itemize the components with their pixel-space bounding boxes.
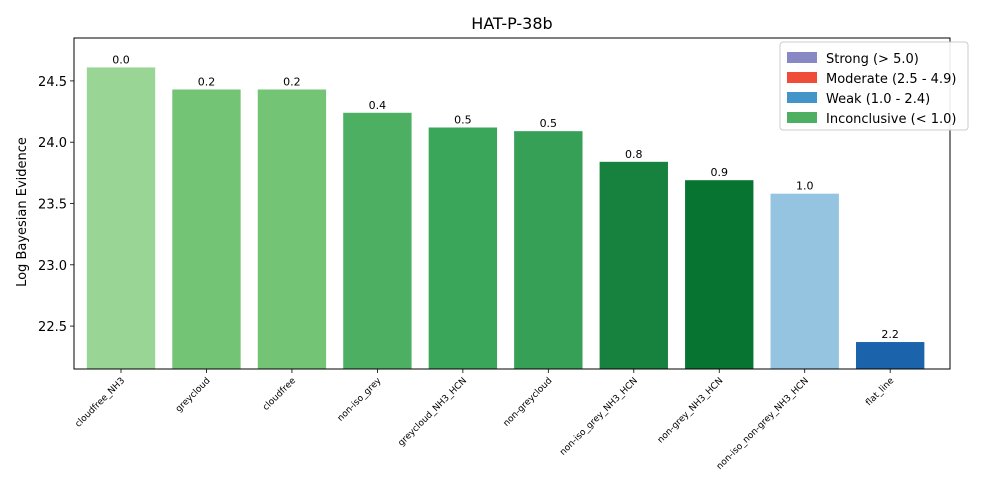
- bar-value-label: 2.2: [881, 328, 899, 341]
- bar-value-label: 0.8: [625, 148, 643, 161]
- legend-swatch: [787, 52, 817, 63]
- bar: [257, 89, 327, 369]
- legend-label: Strong (> 5.0): [826, 52, 919, 67]
- chart-title: HAT-P-38b: [471, 14, 552, 33]
- bar-labels-group: 0.0 0.2 0.2 0.4 0.5 0.5 0.8 0.9 1.0 2.2: [112, 53, 899, 341]
- legend-label: Moderate (2.5 - 4.9): [826, 72, 956, 87]
- x-tick-label: non-iso_grey: [336, 376, 384, 424]
- y-tick-label: 23.5: [38, 198, 67, 213]
- bar: [685, 180, 754, 369]
- bar: [855, 342, 925, 369]
- bar-value-label: 1.0: [796, 180, 814, 193]
- y-tick-label: 22.5: [38, 320, 67, 335]
- y-tick-label: 23.0: [38, 259, 67, 274]
- bar-value-label: 0.2: [283, 75, 301, 88]
- x-tick-label: cloudfree_NH3: [73, 376, 127, 430]
- x-tick-label: non-iso_grey_NH3_HCN: [558, 376, 640, 458]
- x-tick-label: non-grey_NH3_HCN: [656, 376, 725, 445]
- bar-value-label: 0.5: [454, 113, 472, 126]
- legend-swatch: [787, 112, 817, 123]
- legend-swatch: [787, 92, 817, 103]
- bar: [172, 89, 241, 369]
- x-tick-label: greycloud_NH3_HCN: [397, 376, 469, 448]
- bar-value-label: 0.4: [369, 99, 387, 112]
- x-tick-label: flat_line: [864, 376, 896, 408]
- bar-value-label: 0.2: [198, 75, 216, 88]
- bar: [599, 161, 668, 369]
- y-tick-label: 24.0: [38, 136, 67, 151]
- y-tick-label: 24.5: [38, 75, 67, 90]
- x-tick-label: non-greycloud: [502, 376, 555, 429]
- x-tick-label: non-iso_non-grey_NH3_HCN: [715, 376, 811, 472]
- bar: [770, 193, 839, 369]
- bar: [428, 127, 498, 370]
- legend-box: [779, 41, 969, 131]
- bar-value-label: 0.9: [710, 166, 728, 179]
- legend-swatch: [787, 72, 817, 83]
- y-axis-label: Log Bayesian Evidence: [15, 137, 30, 287]
- plot-frame: [73, 37, 951, 370]
- bar-value-label: 0.0: [112, 53, 130, 66]
- bar: [514, 131, 583, 369]
- legend-label: Weak (1.0 - 2.4): [826, 92, 930, 107]
- bar: [86, 67, 156, 369]
- bar-value-label: 0.5: [540, 117, 558, 130]
- bars-group: [86, 67, 925, 370]
- bar: [343, 112, 412, 369]
- legend: Strong (> 5.0) Moderate (2.5 - 4.9) Weak (…: [779, 41, 969, 131]
- x-tick-label: cloudfree: [261, 376, 298, 413]
- x-tick-label: greycloud: [174, 376, 213, 415]
- legend-label: Inconclusive (< 1.0): [826, 112, 956, 127]
